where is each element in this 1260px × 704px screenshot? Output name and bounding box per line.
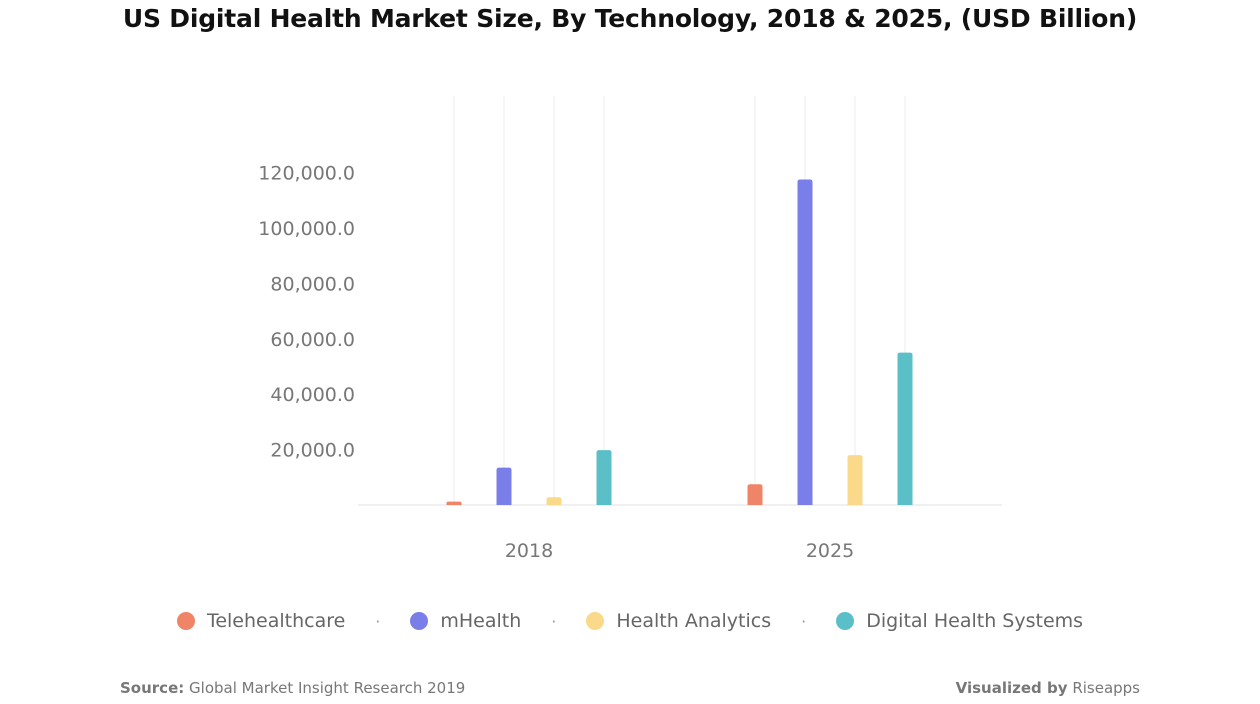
source-text: Global Market Insight Research 2019 (189, 679, 466, 697)
legend-item[interactable]: mHealth (410, 610, 521, 632)
chart-canvas: 20,000.0 40,000.0 60,000.0 80,000.0 100,000.… (258, 96, 1002, 562)
legend-item[interactable]: Health Analytics (586, 610, 771, 632)
bar (496, 467, 512, 505)
bar (747, 484, 763, 505)
y-tick-label: 80,000.0 (270, 273, 355, 295)
gridlines (453, 96, 906, 505)
legend-item[interactable]: Telehealthcare (176, 610, 346, 632)
source-note: Source: Global Market Insight Research 2… (120, 679, 465, 697)
bar (546, 497, 562, 505)
bar (897, 352, 913, 505)
legend-label: Digital Health Systems (866, 610, 1084, 632)
legend-separator: · (551, 611, 557, 631)
bar (847, 455, 863, 505)
y-tick-label: 40,000.0 (270, 384, 355, 406)
x-tick-label: 2018 (505, 540, 553, 562)
legend-dot-icon (836, 612, 855, 630)
bar (446, 501, 462, 505)
y-tick-label: 60,000.0 (270, 329, 355, 351)
bars (446, 179, 913, 505)
legend-separator: · (801, 611, 807, 631)
legend-dot-icon (176, 612, 195, 630)
legend-separator: · (375, 611, 381, 631)
legend-dot-icon (586, 612, 605, 630)
legend-label: Telehealthcare (206, 610, 346, 632)
y-tick-label: 100,000.0 (258, 218, 355, 240)
chart-title: US Digital Health Market Size, By Techno… (122, 4, 1138, 33)
legend-dot-icon (410, 612, 429, 630)
visualized-by-note: Visualized by Riseapps (956, 679, 1140, 697)
legend-label: mHealth (440, 610, 522, 632)
bar (797, 179, 813, 505)
legend-item[interactable]: Digital Health Systems (836, 610, 1083, 632)
legend-label: Health Analytics (616, 610, 772, 632)
axes: 20,000.0 40,000.0 60,000.0 80,000.0 100,000.… (258, 163, 1002, 562)
y-tick-label: 120,000.0 (258, 163, 355, 185)
visualized-text: Riseapps (1072, 679, 1140, 697)
y-tick-label: 20,000.0 (270, 440, 355, 462)
legend: Telehealthcare · mHealth · Health Analytics ·… (0, 606, 1260, 636)
bar (596, 450, 612, 505)
visualized-label: Visualized by (955, 679, 1068, 697)
x-tick-label: 2025 (806, 540, 854, 562)
source-label: Source: (120, 679, 185, 697)
